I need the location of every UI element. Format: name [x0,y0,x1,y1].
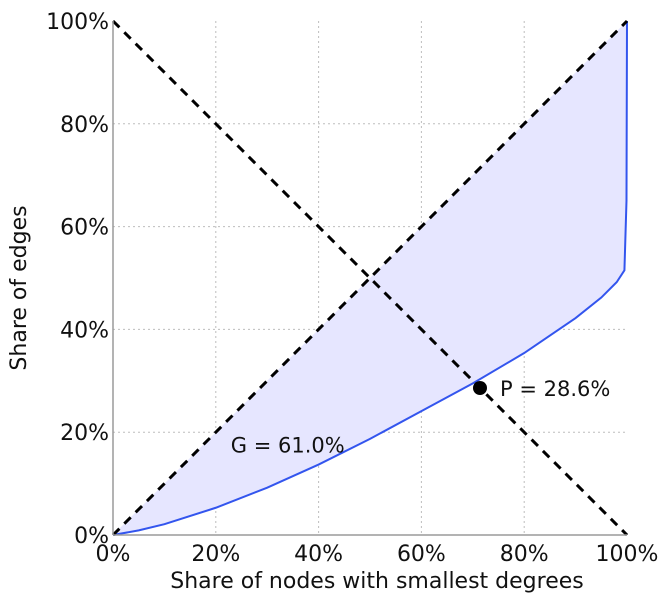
y-tick-label: 20% [60,421,109,446]
gini-area-layer [113,21,627,535]
x-tick-label: 20% [191,542,240,567]
gini-area [113,21,627,535]
tick-labels: 0% 20% 40% 60% 80% 100% 0% 20% 40% 60% 80% 100% [46,10,658,567]
lorenz-curve-series [112,20,628,536]
x-axis-label: Share of nodes with smallest degrees [170,569,583,594]
y-tick-label: 40% [60,318,109,343]
y-tick-label: 0% [74,524,109,549]
x-tick-label: 80% [500,542,549,567]
gini-annotation: G = 61.0% [231,433,345,457]
y-tick-label: 80% [60,113,109,138]
y-tick-label: 100% [46,10,109,35]
x-tick-label: 60% [397,542,446,567]
series-layer [111,19,629,537]
x-tick-label: 40% [294,542,343,567]
axes [112,21,627,536]
x-tick-label: 100% [596,542,659,567]
point-p-marker [472,380,487,395]
y-tick-label: 60% [60,216,109,241]
y-axis-label: Share of edges [7,205,32,370]
marks [472,380,487,395]
x-tick-label: 0% [96,542,131,567]
point-p-label: P = 28.6% [500,377,610,401]
